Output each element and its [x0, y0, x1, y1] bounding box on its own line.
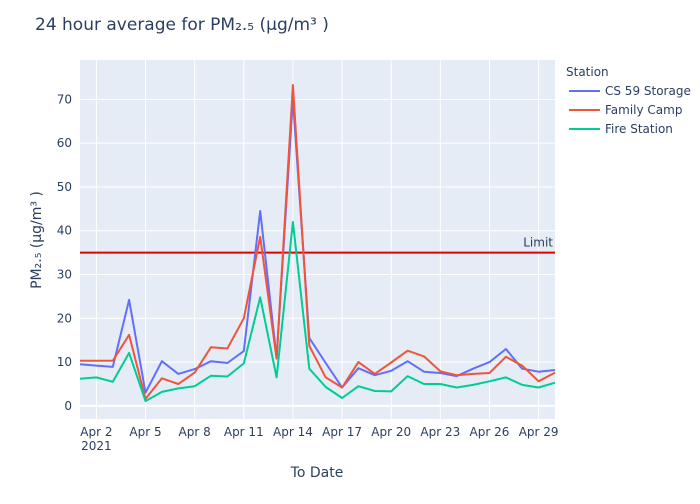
y-tick-label: 50: [57, 180, 72, 194]
series-lines: [79, 84, 556, 403]
x-tick-label: Apr 26: [470, 425, 510, 439]
series-line-0: [79, 98, 556, 394]
plot-background: [80, 60, 555, 419]
limit-label: Limit: [523, 236, 553, 250]
y-axis-title: PM₂.₅ (µg/m³ ): [29, 191, 45, 289]
series-line-1: [80, 84, 556, 400]
series-line-2: [79, 221, 556, 403]
y-tick-label: 0: [64, 399, 72, 413]
x-axis-title: To Date: [290, 465, 344, 481]
x-tick-label: Apr 20: [371, 425, 411, 439]
y-tick-label: 60: [57, 136, 72, 150]
y-tick-label: 70: [57, 92, 72, 106]
gridlines: [80, 60, 555, 419]
y-tick-label: 10: [57, 355, 72, 369]
legend-title: Station: [566, 65, 609, 79]
x-tick-label: Apr 5: [129, 425, 161, 439]
x-tick-label: Apr 23: [420, 425, 460, 439]
y-tick-label: 20: [57, 311, 72, 325]
legend-label: Fire Station: [605, 122, 673, 136]
y-axis-ticks: 0 10 20 30 40 50 60 70: [57, 92, 72, 412]
x-tick-sublabel: 2021: [81, 439, 112, 453]
x-tick-label: Apr 17: [322, 425, 362, 439]
legend-label: CS 59 Storage: [605, 84, 691, 98]
y-tick-label: 30: [57, 268, 72, 282]
x-tick-label: Apr 8: [179, 425, 211, 439]
legend-label: Family Camp: [605, 103, 682, 117]
reference-lines: Limit: [80, 236, 555, 254]
x-tick-label: Apr 14: [273, 425, 313, 439]
x-tick-label: Apr 29: [519, 425, 559, 439]
x-tick-label: Apr 2: [80, 425, 112, 439]
legend: Station CS 59 Storage Family Camp Fire Sta…: [566, 65, 691, 136]
x-tick-label: Apr 11: [224, 425, 264, 439]
y-tick-label: 40: [57, 224, 72, 238]
chart-title: 24 hour average for PM₂.₅ (µg/m³ ): [35, 15, 329, 35]
